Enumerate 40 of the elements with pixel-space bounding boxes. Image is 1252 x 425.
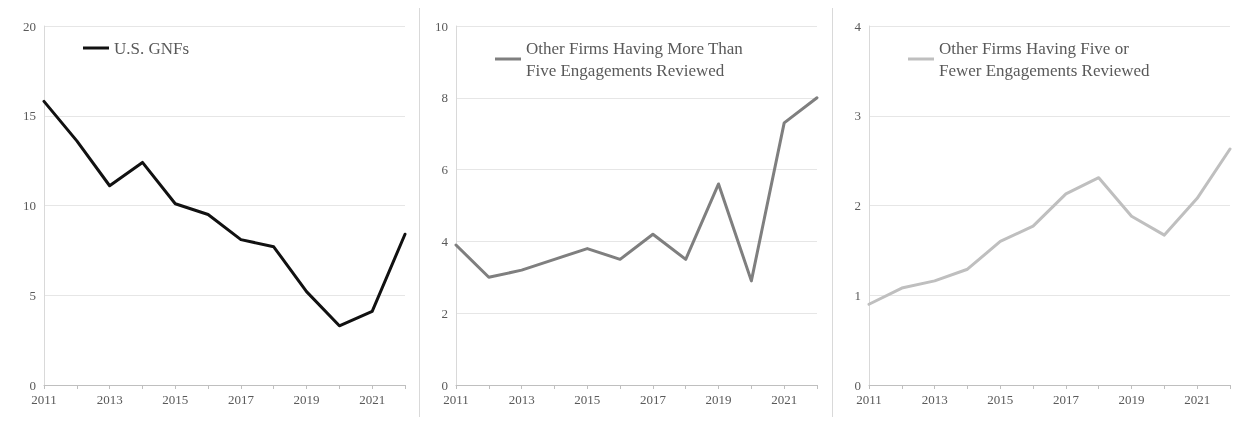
y-tick-label: 4 [854,18,862,34]
x-tick-label: 2013 [508,392,535,407]
y-tick-label: 20 [23,18,36,34]
y-tick-label: 0 [29,377,36,393]
x-tick-label: 2013 [96,392,123,407]
x-tick-label: 2011 [31,392,57,407]
x-tick-label: 2015 [986,392,1013,407]
x-tick-label: 2013 [921,392,948,407]
y-tick-label: 8 [441,90,449,106]
y-tick-label: 15 [23,108,36,124]
x-tick-label: 2011 [855,392,882,407]
line-series [42,99,407,328]
x-tick-label: 2017 [1052,392,1080,407]
x-tick-label: 2015 [162,392,189,407]
y-tick-label: 4 [441,233,449,249]
legend-label: U.S. GNFs [114,38,190,58]
y-tick-label: 2 [441,305,449,321]
y-tick-label: 2 [854,198,861,213]
x-tick-label: 2011 [443,392,470,407]
x-tick-label: 2019 [1118,392,1145,407]
x-tick-label: 2019 [705,392,732,407]
y-tick-label: 3 [854,108,861,124]
y-tick-label: 5 [29,287,36,303]
x-tick-label: 2021 [1183,392,1210,407]
line-series [867,147,1232,306]
y-tick-label: 0 [854,377,861,393]
legend-label: Other Firms Having Five or Fewer Engagements Reviewed [938,38,1150,80]
x-tick-label: 2015 [574,392,601,407]
legend-label: Other Firms Having More Than Five Engagements Reviewed [526,38,748,80]
x-tick-label: 2019 [293,392,320,407]
y-tick-label: 10 [435,18,449,34]
y-tick-label: 0 [441,377,449,393]
y-tick-label: 6 [441,162,449,178]
x-tick-label: 2017 [640,392,667,407]
y-tick-label: 10 [23,198,36,213]
x-tick-label: 2021 [359,392,386,407]
x-tick-label: 2017 [227,392,255,407]
line-series [454,96,819,283]
x-tick-label: 2021 [771,392,798,407]
y-tick-label: 1 [854,287,861,303]
